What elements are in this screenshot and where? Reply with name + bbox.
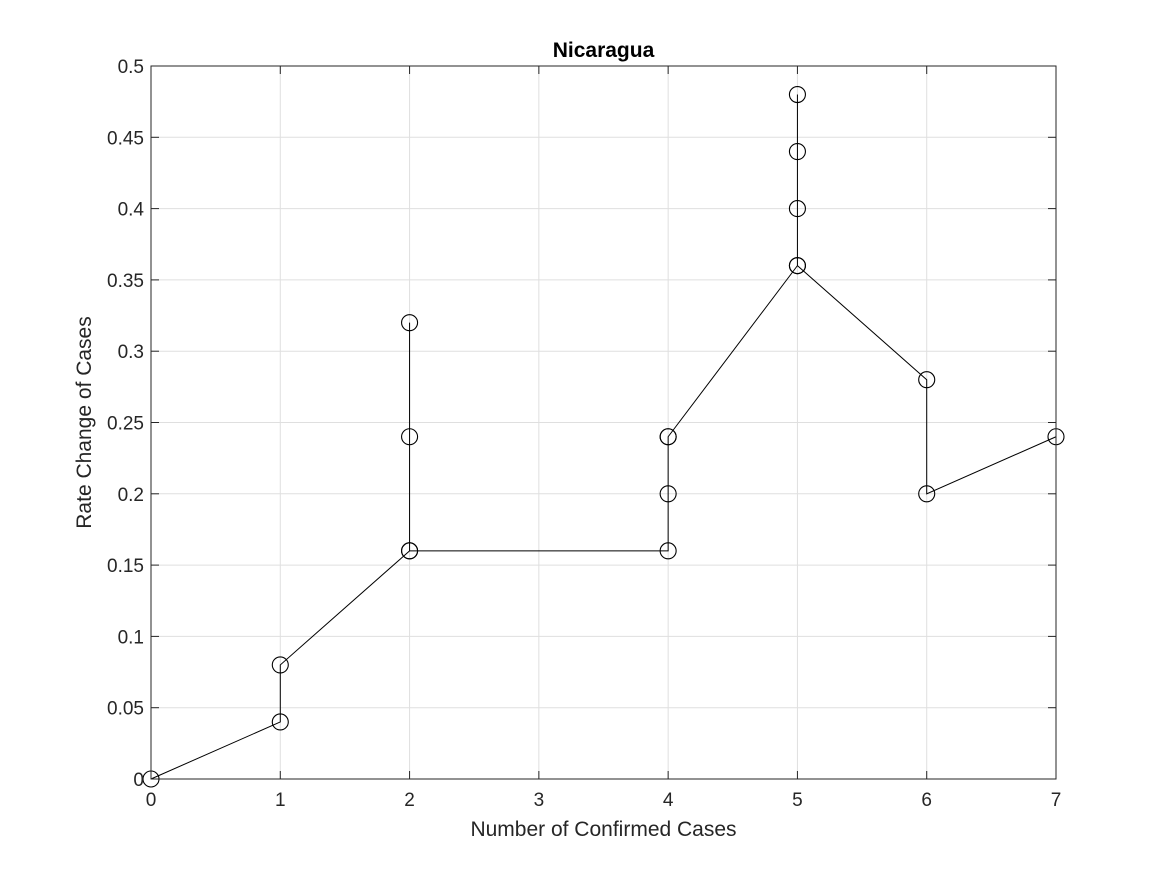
- plot-lines: [150, 94, 1057, 780]
- x-tick-label: 1: [275, 790, 286, 811]
- y-tick-label: 0.5: [118, 57, 144, 78]
- series-line: [150, 94, 1057, 780]
- x-ticks: 0 1 2 3 4 5 6 7: [146, 66, 1062, 811]
- y-tick-label: 0.4: [118, 200, 145, 221]
- y-tick-label: 0: [133, 770, 144, 791]
- y-tick-label: 0.35: [107, 271, 144, 292]
- y-tick-label: 0.05: [107, 699, 144, 720]
- y-tick-label: 0.45: [107, 128, 144, 149]
- data-point: [788, 85, 806, 104]
- data-point: [401, 542, 419, 560]
- data-point: [659, 542, 677, 560]
- data-point: [401, 314, 419, 332]
- data-point: [659, 485, 677, 503]
- x-tick-label: 3: [534, 790, 545, 811]
- x-tick-label: 0: [146, 790, 157, 811]
- y-tick-label: 0.15: [107, 556, 144, 577]
- y-axis-label: Rate Change of Cases: [73, 316, 96, 528]
- data-point: [788, 143, 806, 161]
- x-tick-label: 5: [792, 790, 803, 811]
- x-tick-label: 7: [1051, 790, 1062, 811]
- data-point: [271, 713, 289, 731]
- y-tick-label: 0.2: [118, 485, 144, 506]
- x-tick-label: 6: [921, 790, 932, 811]
- data-point: [788, 200, 806, 218]
- y-tick-label: 0.25: [107, 414, 144, 435]
- data-point: [659, 428, 677, 446]
- data-point: [788, 257, 806, 275]
- x-axis-label: Number of Confirmed Cases: [470, 818, 736, 841]
- y-ticks: 0 0.05 0.1 0.15 0.2 0.25 0.3 0.35 0.4 0.45 0.5: [107, 57, 1056, 791]
- y-tick-label: 0.3: [118, 342, 144, 363]
- data-point: [401, 428, 419, 446]
- x-tick-label: 4: [663, 790, 674, 811]
- data-point: [271, 656, 289, 674]
- chart-title: Nicaragua: [553, 39, 655, 62]
- data-point: [918, 371, 936, 389]
- x-tick-label: 2: [404, 790, 415, 811]
- data-point: [918, 485, 936, 503]
- y-tick-label: 0.1: [118, 627, 144, 648]
